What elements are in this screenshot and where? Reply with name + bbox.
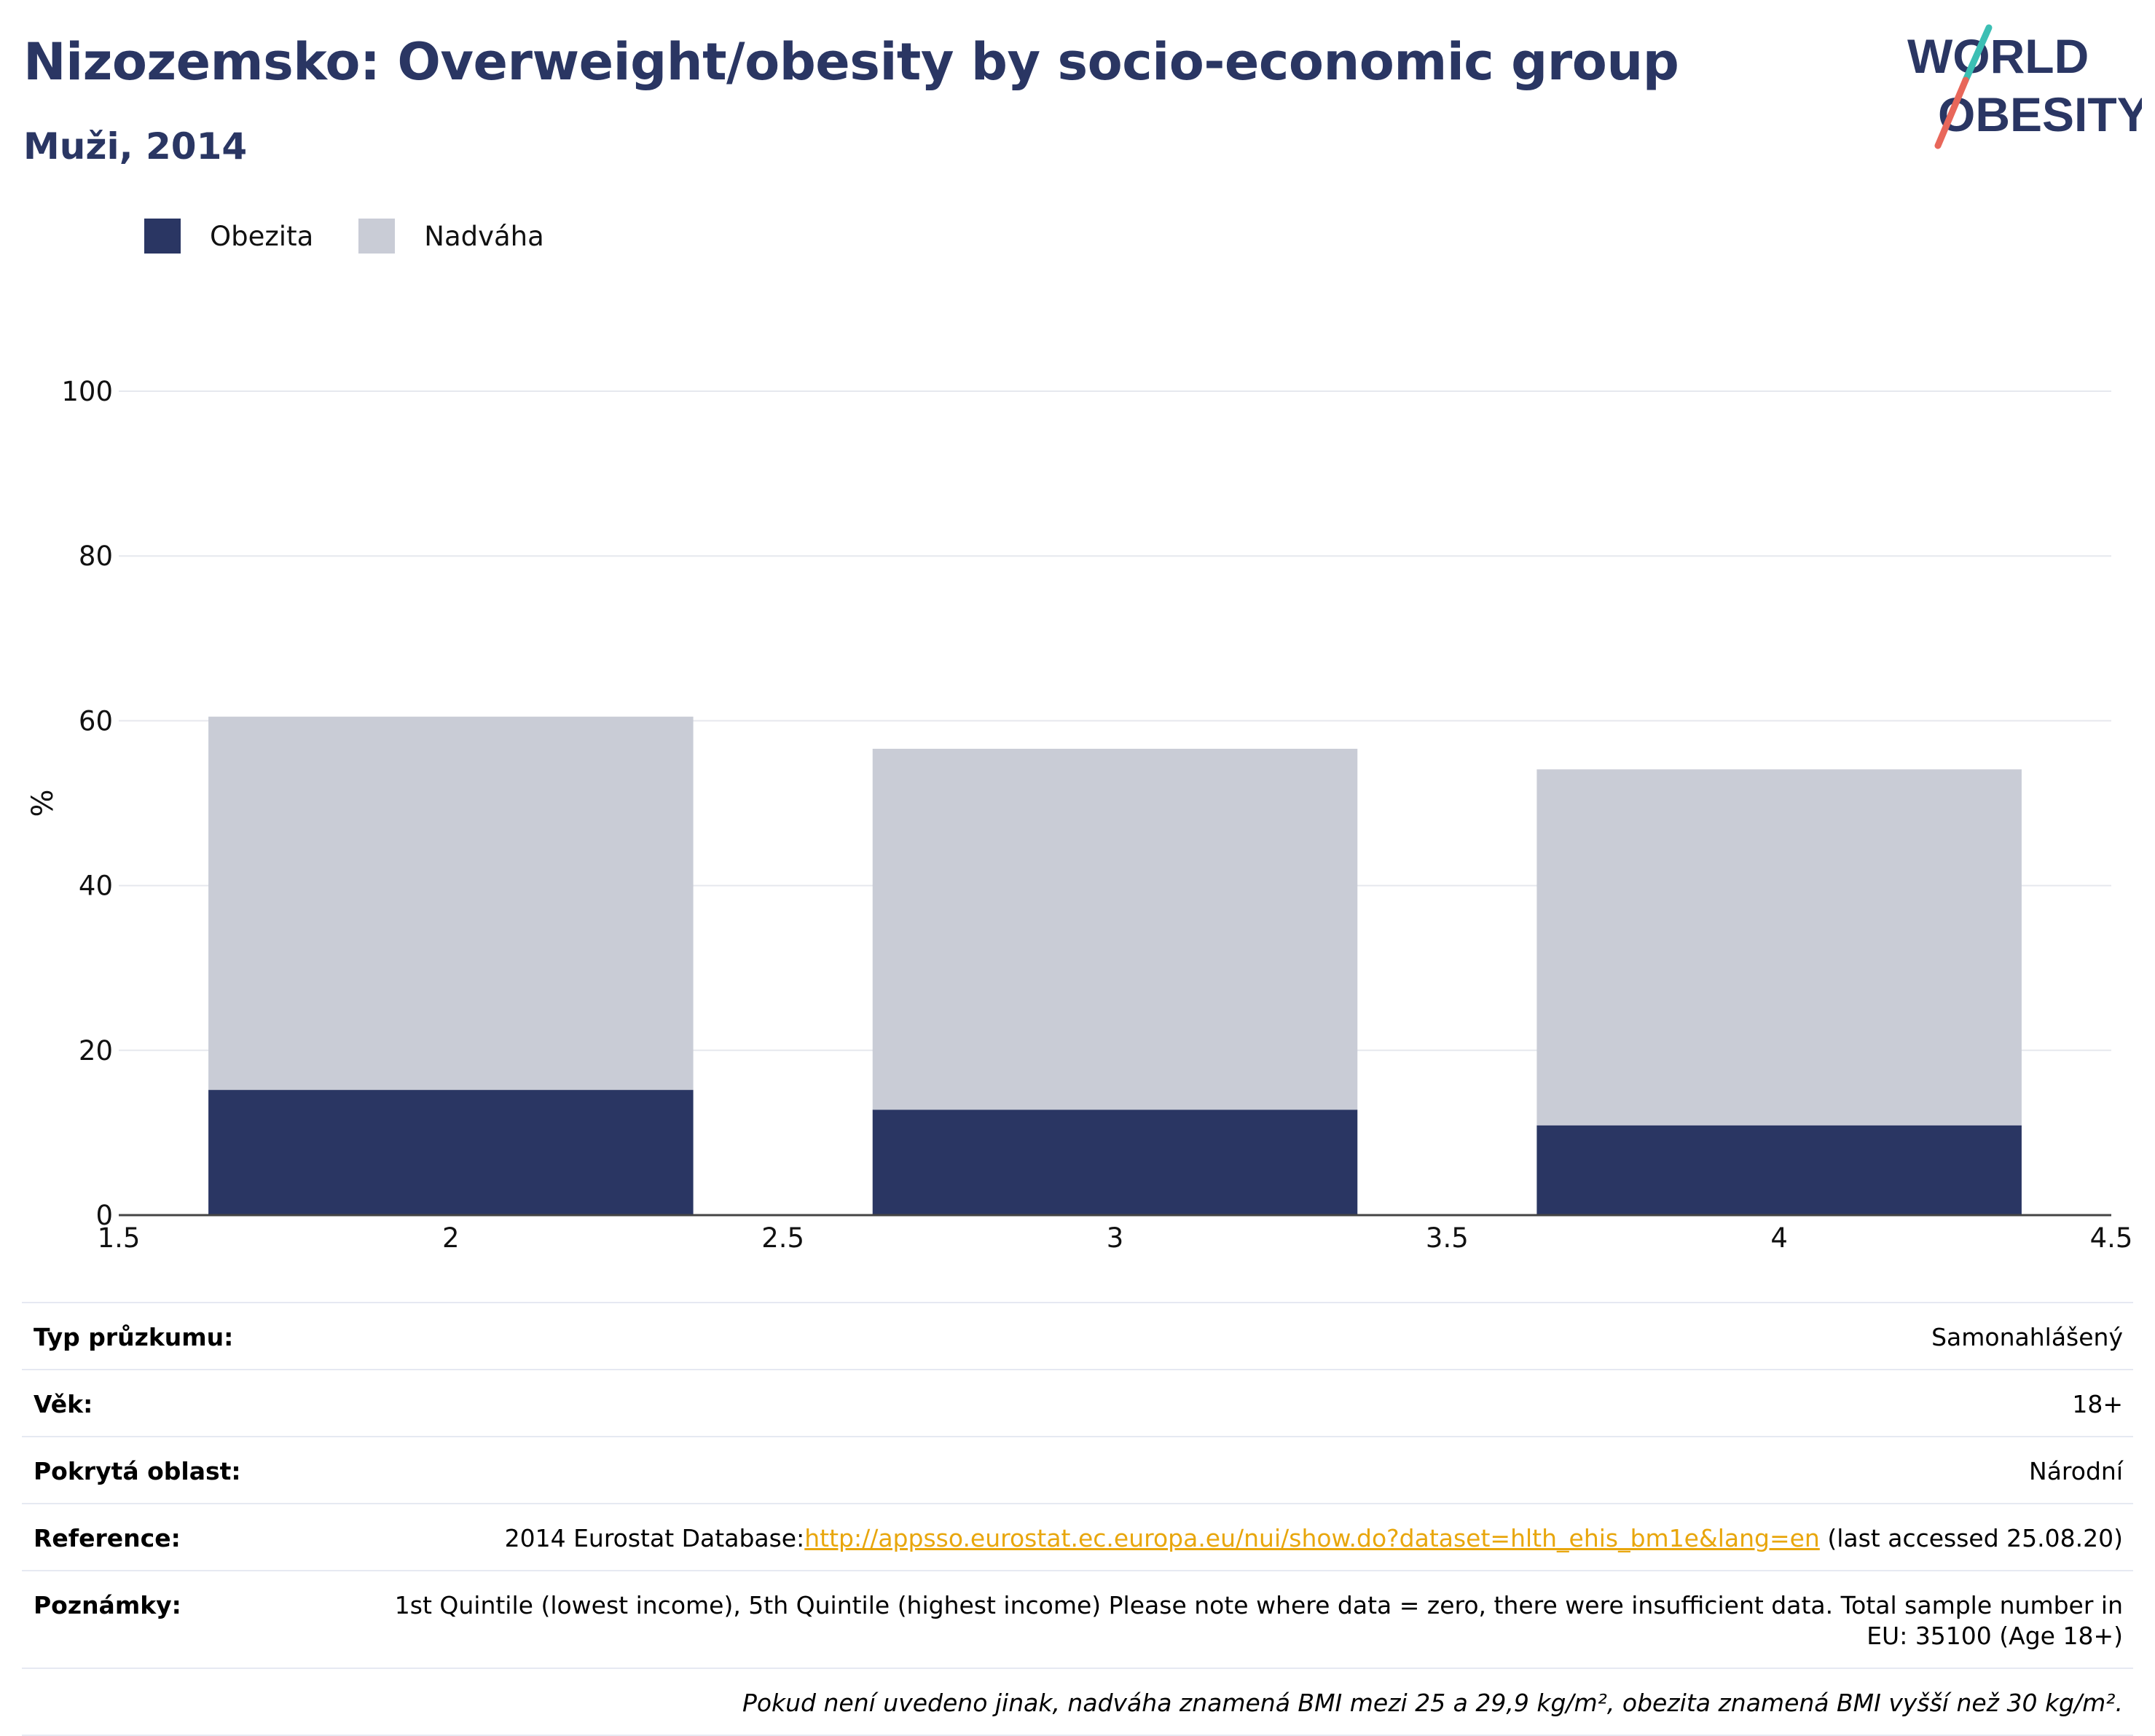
info-row-survey-type: Typ průzkumu: Samonahlášený <box>22 1302 2133 1369</box>
world-obesity-logo: WORLD OBESITY <box>1907 24 2142 149</box>
bar-obesity-3 <box>872 1109 1358 1215</box>
bar-obesity-4 <box>1536 1125 2022 1215</box>
logo-line1: WORLD <box>1907 29 2089 83</box>
reference-suffix: (last accessed 25.08.20) <box>1819 1524 2123 1552</box>
y-tick-label: 0 <box>95 1200 113 1231</box>
area-label: Pokrytá oblast: <box>34 1457 241 1485</box>
x-tick-label: 2 <box>442 1222 460 1254</box>
legend-swatch-overweight <box>358 219 396 254</box>
y-tick-label: 40 <box>79 871 113 902</box>
legend-item-obesity[interactable]: Obezita <box>144 219 313 254</box>
bar-overweight-2 <box>208 716 694 1091</box>
info-table: Typ průzkumu: Samonahlášený Věk: 18+ Pok… <box>22 1302 2133 1736</box>
age-label: Věk: <box>34 1390 93 1418</box>
y-tick-label: 80 <box>79 541 113 572</box>
notes-label: Poznámky: <box>34 1591 181 1619</box>
bar-overweight-4 <box>1536 769 2022 1126</box>
logo-teal-stroke <box>1962 24 1993 84</box>
y-axis-title: % <box>26 789 60 817</box>
legend-swatch-obesity <box>144 219 181 254</box>
legend-label-overweight: Nadváha <box>424 220 544 252</box>
area-value: Národní <box>2029 1457 2123 1485</box>
reference-value: 2014 Eurostat Database:http://appsso.eur… <box>505 1523 2123 1554</box>
notes-value: 1st Quintile (lowest income), 5th Quinti… <box>394 1591 2123 1650</box>
bmi-footnote: Pokud není uvedeno jinak, nadváha znamen… <box>22 1668 2133 1736</box>
x-tick-label: 4.5 <box>2090 1222 2133 1254</box>
info-row-area: Pokrytá oblast: Národní <box>22 1436 2133 1503</box>
x-tick-label: 3 <box>1107 1222 1124 1254</box>
x-tick-label: 1.5 <box>98 1222 141 1254</box>
info-row-notes: Poznámky: 1st Quintile (lowest income), … <box>22 1570 2133 1668</box>
info-row-reference: Reference: 2014 Eurostat Database:http:/… <box>22 1503 2133 1570</box>
legend-item-overweight[interactable]: Nadváha <box>358 219 544 254</box>
legend-label-obesity: Obezita <box>210 220 314 252</box>
survey-type-label: Typ průzkumu: <box>34 1323 234 1351</box>
x-tick-label: 3.5 <box>1426 1222 1469 1254</box>
logo-coral-stroke <box>1934 76 1969 149</box>
reference-prefix: 2014 Eurostat Database: <box>504 1524 805 1552</box>
y-tick-label: 20 <box>79 1035 113 1067</box>
y-tick-label: 100 <box>61 376 113 407</box>
y-tick-label: 60 <box>79 705 113 737</box>
bar-overweight-3 <box>872 748 1358 1110</box>
chart-title: Nizozemsko: Overweight/obesity by socio-… <box>23 32 1679 92</box>
reference-link[interactable]: http://appsso.eurostat.ec.europa.eu/nui/… <box>804 1524 1820 1552</box>
x-tick-label: 2.5 <box>761 1222 804 1254</box>
survey-type-value: Samonahlášený <box>1931 1323 2123 1351</box>
age-value: 18+ <box>2072 1390 2123 1418</box>
reference-label: Reference: <box>34 1524 181 1552</box>
logo-line2: OBESITY <box>1938 87 2142 141</box>
info-row-age: Věk: 18+ <box>22 1369 2133 1436</box>
x-tick-label: 4 <box>1770 1222 1788 1254</box>
chart-subtitle: Muži, 2014 <box>23 125 248 168</box>
chart-legend: Obezita Nadváha <box>144 216 589 256</box>
bars <box>208 716 2022 1215</box>
bar-chart: 0 20 40 60 80 100 1.5 2 2.5 3 3.5 4 4.5% <box>26 376 2132 1254</box>
bar-obesity-2 <box>208 1090 694 1215</box>
axes: 0 20 40 60 80 100 1.5 2 2.5 3 3.5 4 4.5% <box>26 376 2132 1254</box>
